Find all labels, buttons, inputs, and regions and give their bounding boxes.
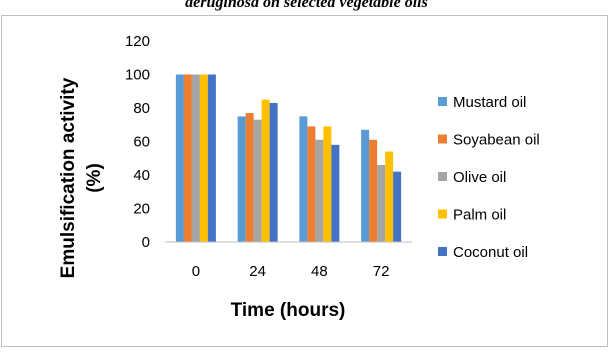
bar-soyabean-oil-48 [307, 126, 316, 242]
bar-coconut-oil-24 [269, 102, 278, 242]
y-axis-title: Emulsification activity (%) [58, 77, 105, 278]
y-axis-title-line-2: (%) [84, 163, 105, 193]
figure-caption: aeruginosa on selected vegetable oils [185, 0, 428, 11]
bar-coconut-oil-0 [207, 74, 216, 242]
y-tick-label: 40 [133, 167, 150, 184]
legend-swatch [438, 209, 447, 219]
bar-coconut-oil-72 [393, 171, 402, 242]
x-tick-label: 72 [373, 263, 390, 280]
y-tick-label: 0 [142, 234, 150, 251]
bar-soyabean-oil-0 [183, 74, 192, 242]
bar-mustard-oil-48 [299, 116, 308, 242]
bar-palm-oil-24 [261, 99, 270, 242]
x-tick-label: 48 [311, 263, 328, 280]
x-tick-label: 0 [192, 263, 200, 280]
bar-olive-oil-48 [315, 139, 324, 242]
bar-soyabean-oil-24 [245, 113, 254, 243]
y-tick-label: 80 [133, 100, 150, 117]
legend-label: Olive oil [453, 169, 506, 186]
legend-swatch [438, 172, 447, 181]
bar-olive-oil-72 [377, 164, 386, 242]
bar-palm-oil-72 [385, 151, 394, 242]
bar-palm-oil-48 [323, 126, 332, 242]
y-tick-label: 120 [125, 33, 150, 50]
bar-palm-oil-0 [199, 74, 208, 242]
bar-olive-oil-0 [191, 74, 200, 242]
legend-swatch [438, 134, 447, 144]
bar-mustard-oil-24 [237, 116, 246, 242]
bar-mustard-oil-72 [361, 129, 370, 242]
bar-olive-oil-24 [253, 119, 262, 242]
legend: Mustard oil Soyabean oil Olive oil Palm oil… [438, 94, 540, 261]
y-tick-labels: 0 20 40 60 80 100 120 [125, 33, 150, 251]
legend-label: Palm oil [453, 207, 506, 224]
legend-swatch [438, 97, 447, 106]
x-tick-labels: 0 24 48 72 [192, 263, 390, 280]
x-axis-title: Time (hours) [231, 300, 346, 321]
legend-label: Coconut oil [453, 244, 528, 261]
legend-label: Mustard oil [453, 94, 526, 111]
bar-coconut-oil-48 [331, 144, 340, 242]
x-tick-label: 24 [249, 263, 266, 280]
y-tick-label: 100 [125, 67, 150, 84]
bars [175, 74, 402, 243]
legend-label: Soyabean oil [453, 132, 540, 149]
y-axis-title-line-1: Emulsification activity [58, 77, 79, 278]
bar-mustard-oil-0 [175, 74, 184, 242]
legend-swatch [438, 247, 447, 256]
y-tick-label: 20 [133, 201, 150, 218]
bar-soyabean-oil-72 [369, 139, 378, 242]
y-tick-label: 60 [133, 134, 150, 151]
